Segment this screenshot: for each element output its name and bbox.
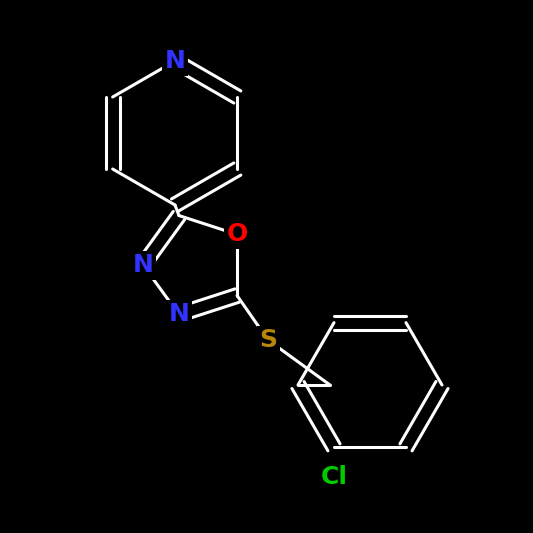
Text: N: N [165, 49, 185, 73]
Text: Cl: Cl [320, 465, 348, 489]
Text: N: N [133, 253, 154, 277]
Text: O: O [227, 222, 248, 246]
Text: S: S [259, 328, 277, 352]
Text: N: N [168, 302, 189, 326]
